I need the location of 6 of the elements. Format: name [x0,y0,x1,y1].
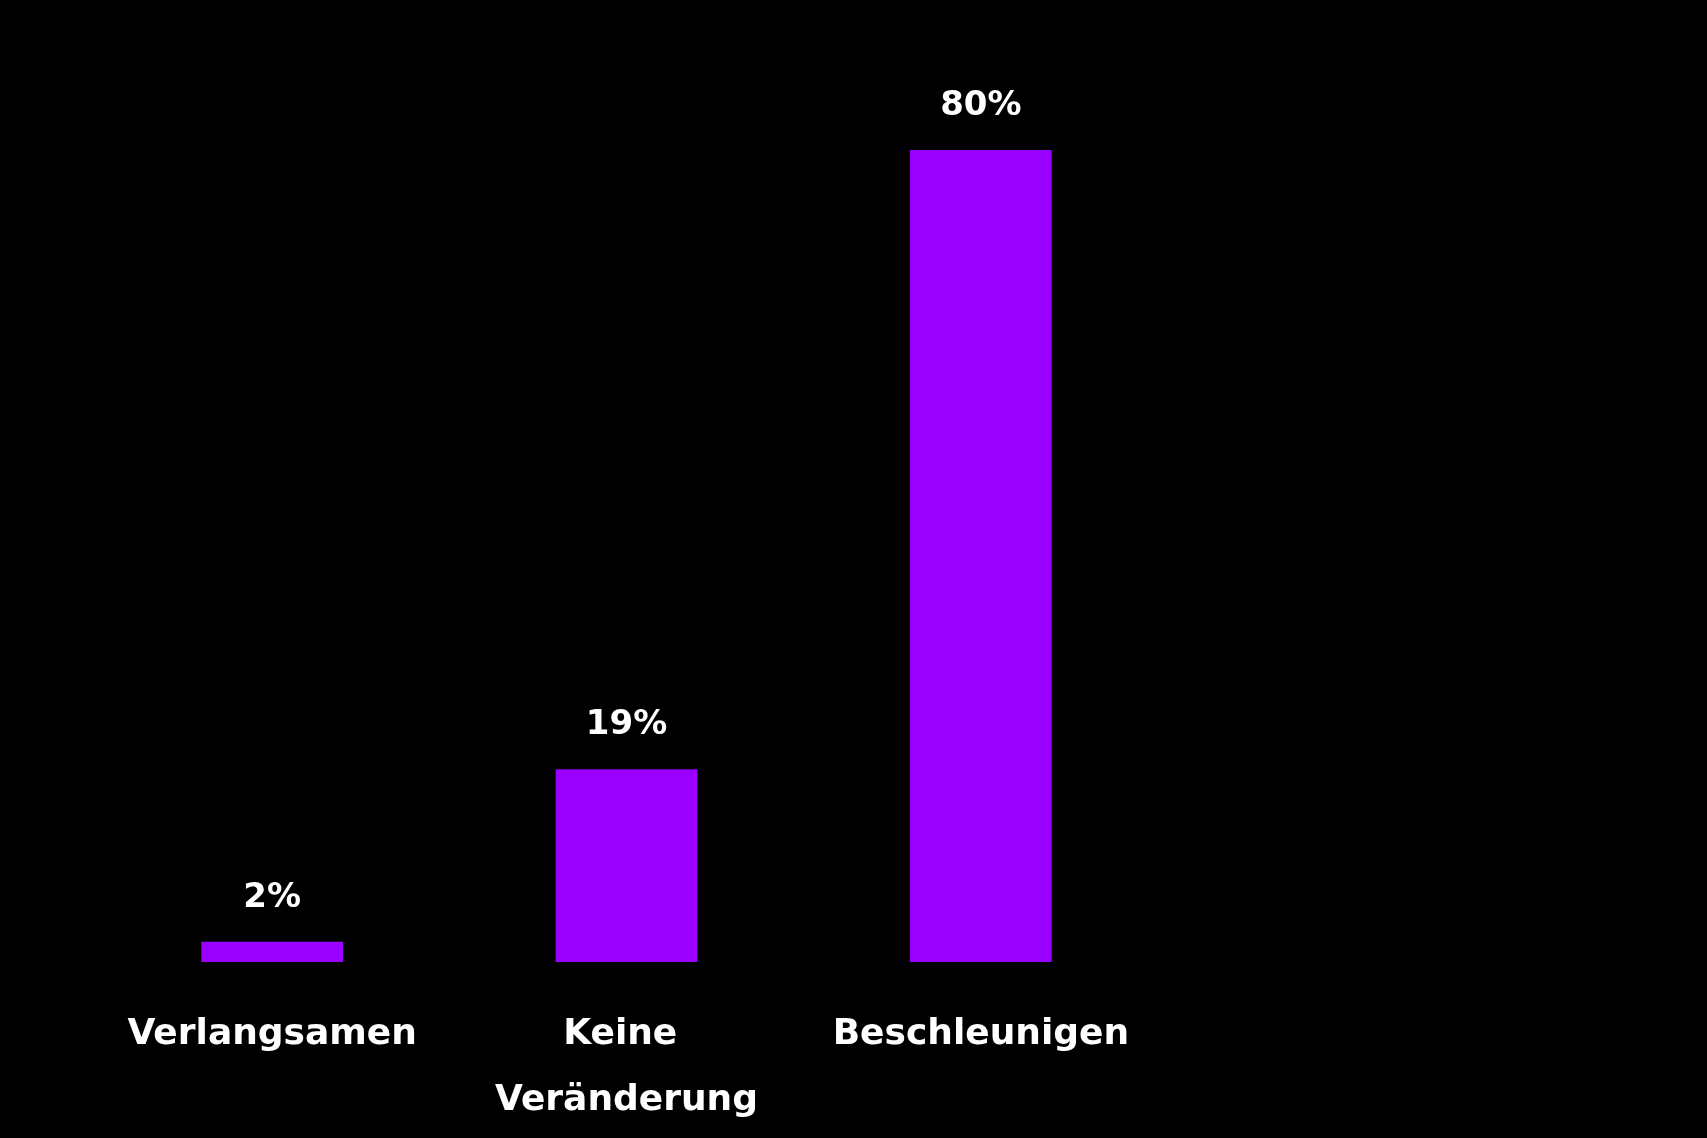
x-tick-label: Beschleunigen [832,1010,1130,1052]
x-tick-label: Keine Veränderung [495,1010,758,1118]
data-label: 80% [940,83,1022,123]
x-tick-label: Verlangsamen [127,1010,417,1052]
data-label: 2% [243,874,302,915]
data-label: 19% [585,702,668,743]
